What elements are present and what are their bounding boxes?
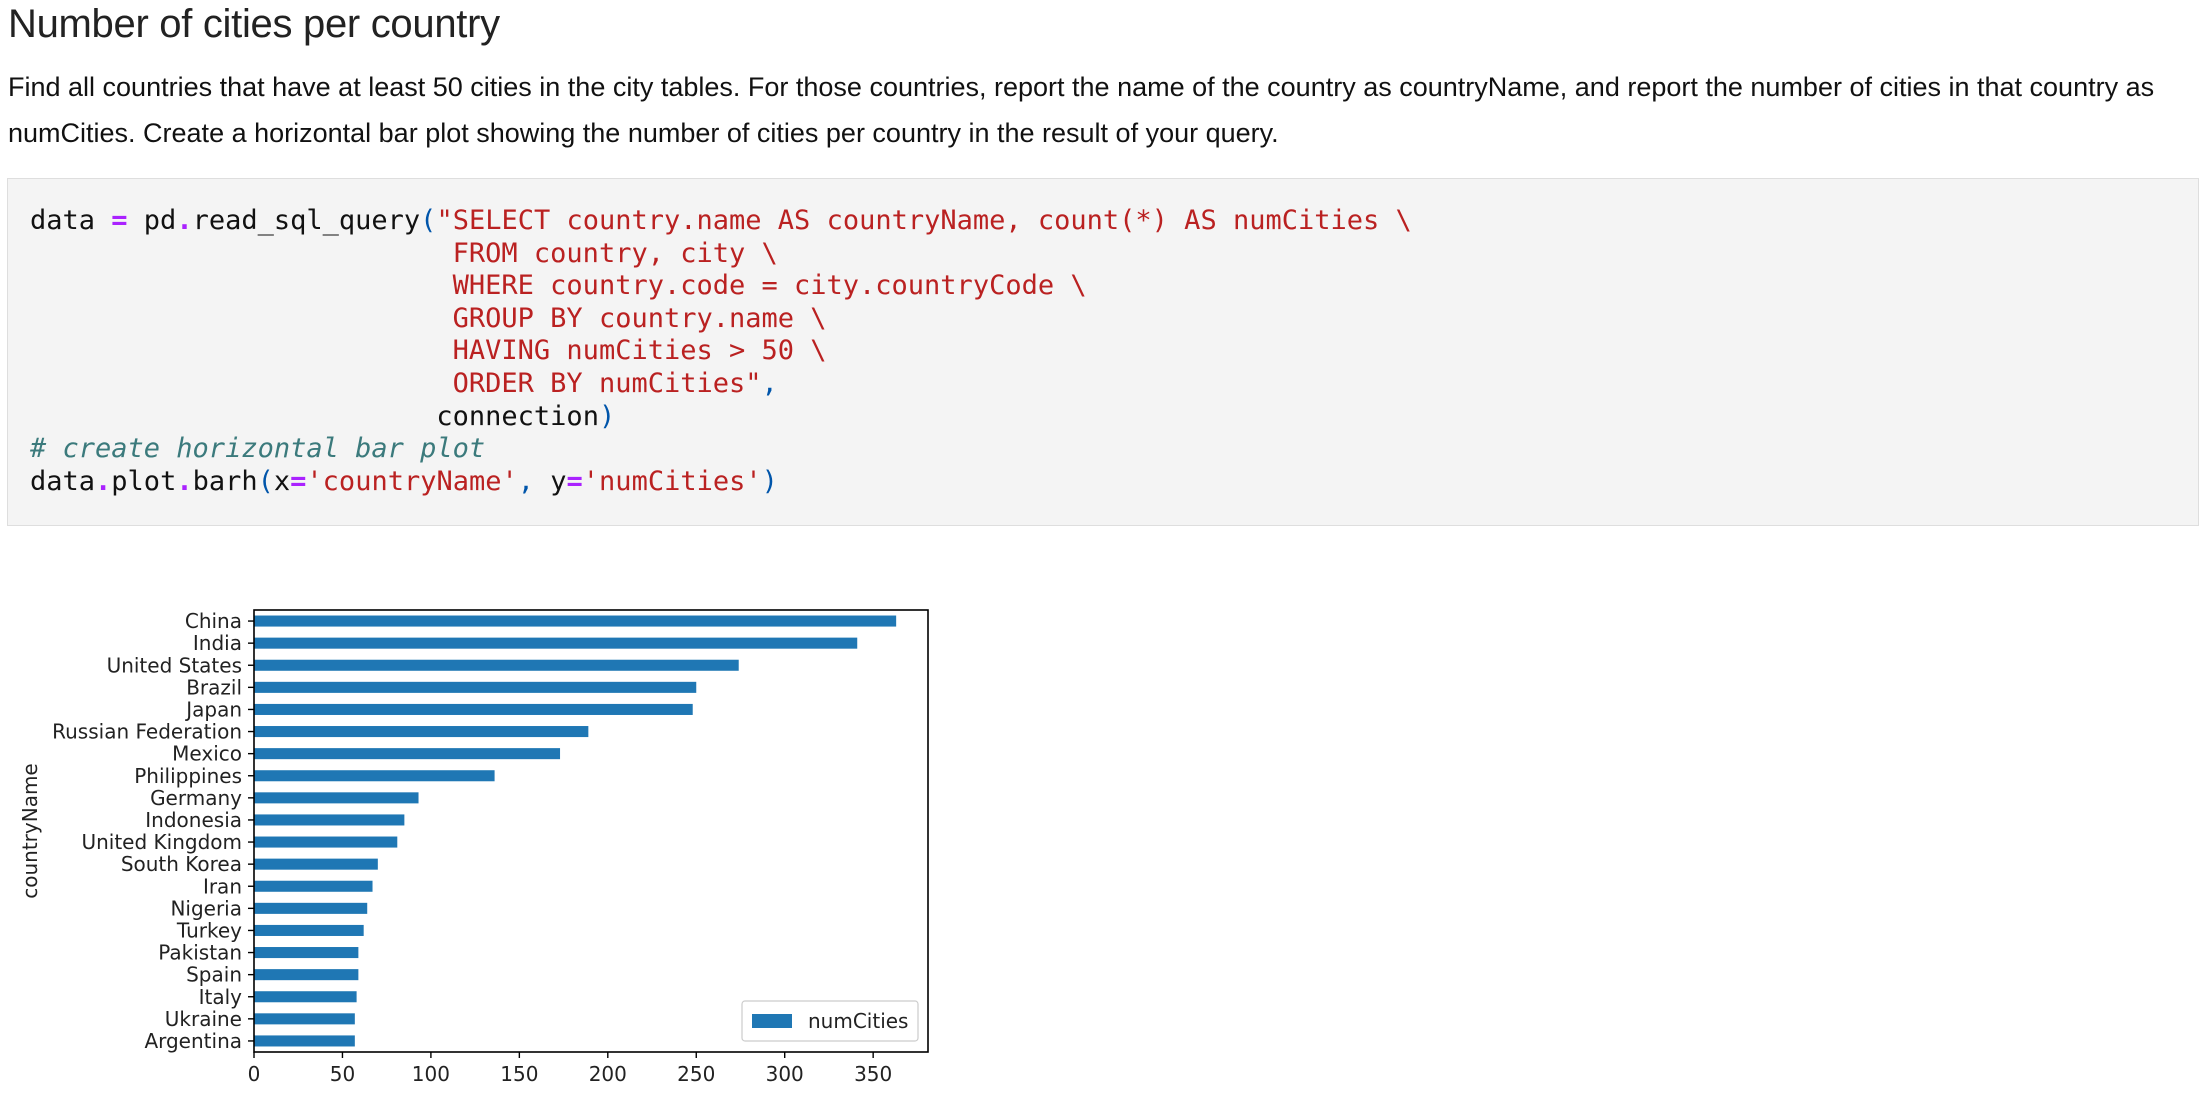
bar [254,770,495,782]
bar [254,991,357,1003]
y-tick-label: United Kingdom [81,830,242,854]
bar [254,1013,355,1025]
bar [254,615,897,627]
bar [254,836,398,848]
code-token: ( [257,465,274,497]
code-cell[interactable]: data = pd.read_sql_query("SELECT country… [7,178,2199,526]
bar [254,902,368,914]
bar [254,659,739,671]
y-tick-label: India [193,631,242,655]
code-token: = [111,205,128,236]
legend-swatch [752,1014,792,1028]
code-token: connection [436,400,599,432]
y-tick-label: Nigeria [170,896,242,920]
code-token: read_sql_query [192,205,421,236]
bar [254,792,419,804]
code-token: 'countryName' [306,465,518,497]
legend-frame [741,1000,919,1042]
y-tick-label: Russian Federation [52,720,242,744]
code-token: x [273,465,291,497]
legend-label: numCities [808,1009,908,1033]
x-tick-label: 200 [589,1062,627,1086]
code-token: ) [598,400,616,432]
bar [254,748,561,760]
y-tick-label: United States [107,653,242,677]
bar [254,703,693,715]
code-token: GROUP BY country.name \ [452,302,827,334]
y-tick-label: Philippines [134,764,242,788]
y-tick-label: Brazil [186,675,242,699]
y-tick-label: Argentina [144,1029,242,1053]
bar [254,681,697,693]
code-token: = [290,465,307,497]
x-tick-label: 350 [854,1062,892,1086]
x-tick-label: 50 [330,1062,355,1086]
code-token: , [761,367,778,399]
code-token: 'numCities' [582,465,762,497]
y-tick-label: Germany [150,786,242,810]
y-tick-label: Indonesia [145,808,242,832]
x-tick-label: 150 [500,1062,538,1086]
y-tick-label: Iran [203,874,242,898]
y-tick-label: Pakistan [158,941,242,965]
bar [254,947,359,959]
chart-bars [254,615,897,1047]
bar [254,637,858,649]
y-tick-label: China [185,609,242,633]
y-tick-label: Ukraine [165,1007,242,1031]
code-token: data [30,465,96,497]
y-tick-label: Japan [184,697,242,721]
code-token: pd [127,205,177,236]
x-axis-ticks: 0 50 100 150 200 250 300 350 [248,1052,892,1086]
code-token: ) [761,465,778,497]
bar [254,726,589,738]
y-tick-label: South Korea [121,852,242,876]
code-editor[interactable]: data = pd.read_sql_query("SELECT country… [30,205,1412,498]
code-token: , [517,465,535,497]
code-token: = [566,465,583,497]
bar [254,969,359,981]
task-description: Find all countries that have at least 50… [8,72,2155,148]
chart-legend: numCities [741,1000,919,1042]
bar [254,924,364,936]
x-tick-label: 100 [412,1062,450,1086]
bar [254,1035,355,1047]
section-heading: Number of cities per country [8,2,500,46]
code-token: FROM country, city \ [452,237,778,269]
y-axis-label: countryName [18,763,42,899]
code-token: HAVING numCities > 50 \ [452,335,827,367]
y-tick-label: Turkey [176,918,242,942]
code-token: . [176,205,193,236]
y-tick-label: Spain [186,963,242,987]
code-token: WHERE country.code = city.countryCode \ [452,270,1087,302]
x-tick-label: 300 [766,1062,804,1086]
y-tick-label: Italy [199,985,243,1009]
code-token: ( [420,205,437,236]
x-tick-label: 250 [677,1062,715,1086]
code-comment: # create horizontal bar plot [30,433,486,465]
code-token: . [176,465,193,497]
x-tick-label: 0 [248,1062,261,1086]
code-token: plot [111,465,177,497]
bar [254,880,373,892]
code-token: "SELECT country.name AS countryName, cou… [436,205,1412,236]
code-token: y [534,465,567,497]
y-tick-label: Mexico [172,742,242,766]
bar [254,814,405,826]
plot-frame [253,609,929,1053]
code-token: . [95,465,112,497]
code-token: barh [192,465,258,497]
code-token: ORDER BY numCities" [452,367,762,399]
code-token: data [30,205,112,236]
bar [254,858,378,870]
